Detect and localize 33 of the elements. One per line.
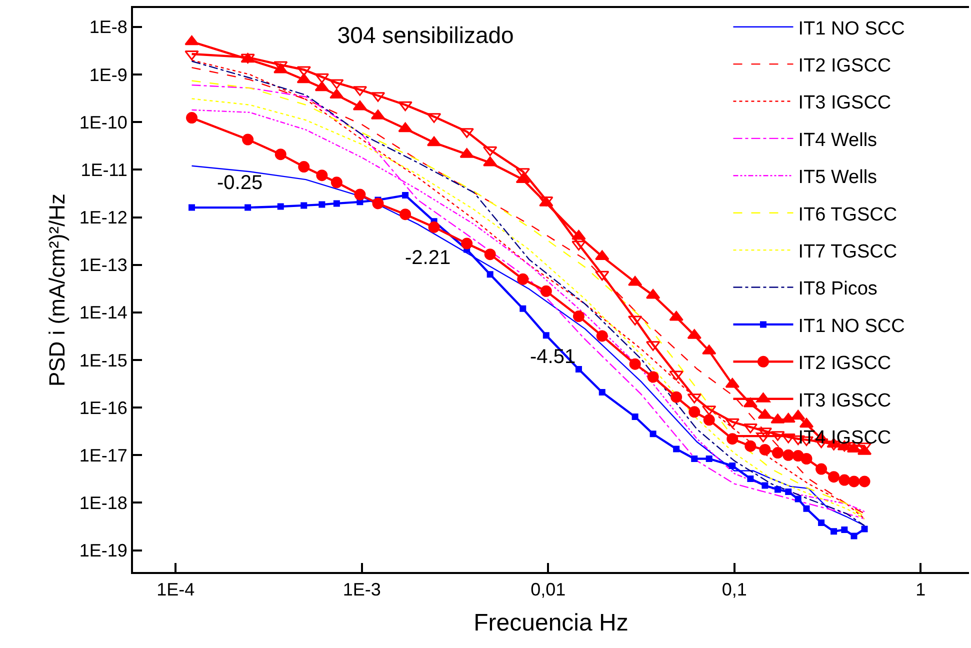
y-tick-label: 1E-13	[79, 255, 128, 276]
annotation: -2.21	[405, 247, 451, 269]
y-tick-label: 1E-15	[79, 350, 128, 370]
text: 304 sensibilizado	[337, 22, 514, 48]
y-tick-label: 1E-18	[79, 493, 128, 514]
legend-label: IT3 IGSCC	[798, 390, 892, 412]
legend-label: IT5 Wells	[798, 167, 878, 188]
x-tick-label: 0,01	[530, 580, 566, 600]
legend-label: IT6 TGSCC	[798, 204, 898, 226]
y-tick-label: 1E-16	[79, 398, 128, 418]
legend-label: IT2 IGSCC	[798, 55, 892, 76]
x-tick-label: 1E-4	[156, 580, 195, 600]
legend-label: IT4 Wells	[798, 130, 878, 151]
y-tick-label: 1E-14	[79, 302, 128, 323]
y-tick-label: 1E-9	[89, 64, 128, 85]
y-tick-label: 1E-17	[79, 445, 128, 466]
y-tick-label: 1E-12	[79, 208, 128, 228]
x-tick-label: 0,1	[722, 580, 747, 600]
y-axis-title: PSD i (mA/cm²)²/Hz	[44, 193, 70, 387]
x-tick-label: 1E-3	[342, 580, 381, 600]
x-tick-label: 1	[916, 580, 926, 600]
x-axis-title: Frecuencia Hz	[474, 609, 628, 636]
y-tick-label: 1E-19	[79, 540, 128, 561]
y-tick-label: 1E-8	[89, 17, 128, 38]
legend-label: IT1 NO SCC	[798, 18, 905, 40]
legend-label: IT2 IGSCC	[798, 353, 892, 374]
y-tick-label: 1E-10	[79, 112, 128, 132]
legend-label: IT7 TGSCC	[798, 241, 898, 262]
legend-label: IT1 NO SCC	[798, 316, 905, 337]
legend-label: IT3 IGSCC	[798, 92, 892, 114]
legend-label: IT8 Picos	[798, 278, 878, 300]
y-tick-label: 1E-11	[80, 160, 128, 180]
annotation: -0.25	[217, 172, 263, 194]
